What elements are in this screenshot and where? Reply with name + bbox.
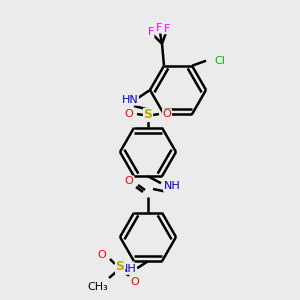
Text: O: O	[124, 109, 134, 119]
Text: S: S	[116, 260, 124, 274]
Text: F: F	[164, 24, 171, 34]
Text: O: O	[98, 250, 106, 260]
Text: O: O	[163, 109, 171, 119]
Text: Cl: Cl	[214, 56, 225, 66]
Text: F: F	[156, 23, 162, 33]
Text: CH₃: CH₃	[88, 282, 108, 292]
Text: F: F	[148, 27, 154, 38]
Text: NH: NH	[164, 181, 180, 191]
Text: O: O	[130, 277, 140, 287]
Text: O: O	[124, 176, 134, 186]
Text: HN: HN	[122, 95, 138, 105]
Text: NH: NH	[120, 264, 136, 274]
Text: S: S	[143, 109, 152, 122]
